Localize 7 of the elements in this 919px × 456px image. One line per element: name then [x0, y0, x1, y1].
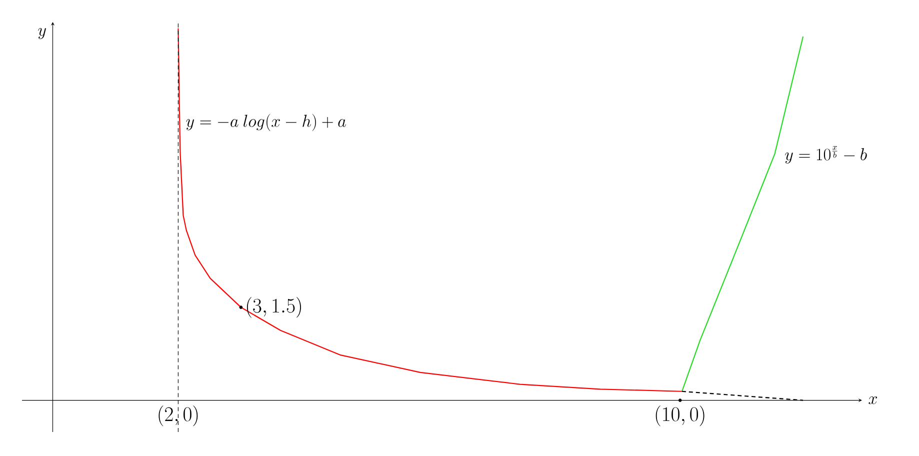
annotation: $y=-a\ log(x-h)+a$: [186, 114, 346, 132]
x-axis-title: $x$: [868, 396, 878, 404]
y-axis-title: $y$: [38, 28, 46, 40]
x-tick-label: $(2,0)$: [158, 405, 198, 426]
annotation: $y=10^{\frac{x}{b}}-b$: [785, 146, 867, 164]
annotation: $(3,1.5)$: [246, 297, 301, 318]
x-tick-label: $(10,0)$: [656, 405, 704, 426]
